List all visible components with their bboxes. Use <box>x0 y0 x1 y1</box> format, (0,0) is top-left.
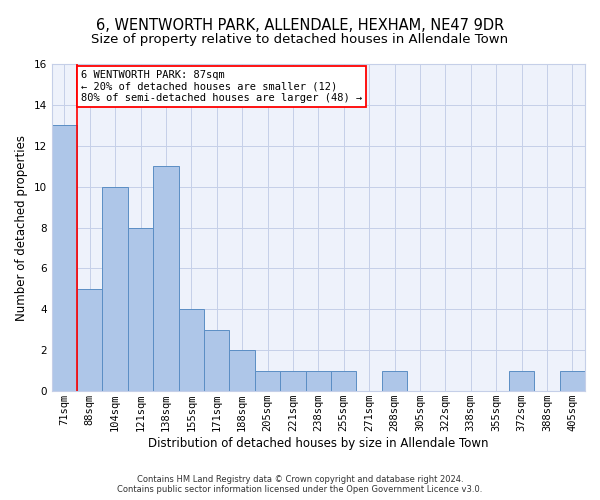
Bar <box>280 370 305 391</box>
Bar <box>255 370 280 391</box>
Text: Size of property relative to detached houses in Allendale Town: Size of property relative to detached ho… <box>91 32 509 46</box>
Text: 6 WENTWORTH PARK: 87sqm
← 20% of detached houses are smaller (12)
80% of semi-de: 6 WENTWORTH PARK: 87sqm ← 20% of detache… <box>81 70 362 103</box>
Bar <box>179 310 204 391</box>
Text: Contains HM Land Registry data © Crown copyright and database right 2024.
Contai: Contains HM Land Registry data © Crown c… <box>118 474 482 494</box>
Bar <box>382 370 407 391</box>
Text: 6, WENTWORTH PARK, ALLENDALE, HEXHAM, NE47 9DR: 6, WENTWORTH PARK, ALLENDALE, HEXHAM, NE… <box>96 18 504 32</box>
Bar <box>153 166 179 391</box>
Y-axis label: Number of detached properties: Number of detached properties <box>15 134 28 320</box>
Bar <box>77 289 103 391</box>
Bar <box>204 330 229 391</box>
Bar <box>103 186 128 391</box>
Bar <box>229 350 255 391</box>
Bar <box>560 370 585 391</box>
Bar <box>128 228 153 391</box>
Bar <box>305 370 331 391</box>
X-axis label: Distribution of detached houses by size in Allendale Town: Distribution of detached houses by size … <box>148 437 488 450</box>
Bar <box>52 126 77 391</box>
Bar <box>331 370 356 391</box>
Bar <box>509 370 534 391</box>
